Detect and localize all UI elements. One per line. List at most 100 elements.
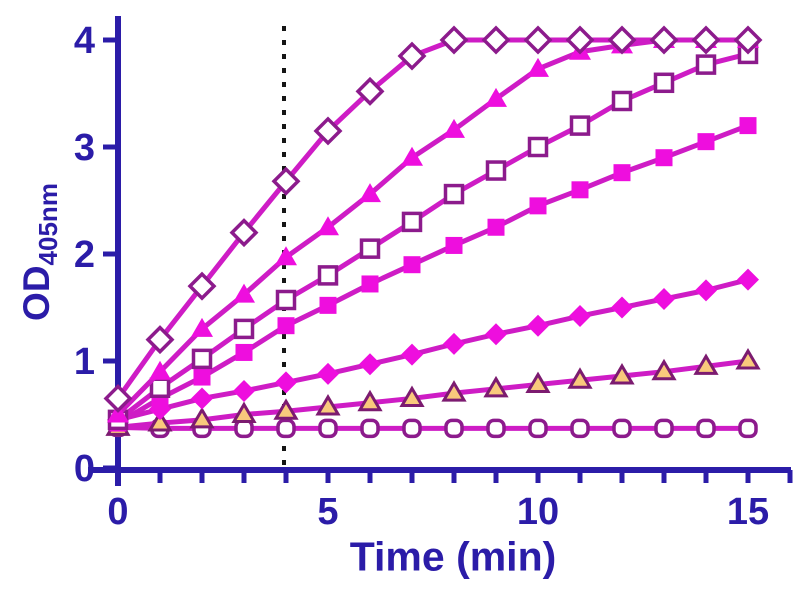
- y-axis-title-subscript: 405nm: [33, 183, 64, 266]
- y-tick-label: 0: [74, 448, 95, 490]
- series-open-diamond-marker: [187, 271, 217, 301]
- series-filled-diamond-marker: [317, 362, 339, 385]
- series-open-square-marker: [611, 90, 633, 112]
- series-filled-square-marker: [487, 218, 505, 236]
- series-open-diamond-marker: [313, 116, 343, 146]
- series-open-circle-marker: [402, 418, 422, 439]
- series-filled-square-marker: [319, 296, 337, 314]
- series-open-square-marker: [401, 211, 423, 233]
- series-open-circle-marker: [276, 418, 296, 439]
- series-open-diamond-marker: [271, 166, 301, 196]
- series-open-diamond-marker: [481, 25, 511, 55]
- y-tick-label: 1: [74, 341, 95, 383]
- series-open-triangle-tan-marker: [651, 358, 677, 381]
- series-open-triangle-tan-marker: [231, 401, 257, 423]
- y-tick-label: 4: [74, 20, 95, 62]
- series-filled-square-marker: [613, 164, 631, 182]
- series-filled-diamond-marker: [359, 353, 381, 376]
- series-open-square-marker: [317, 265, 339, 286]
- y-axis-title: OD405nm: [16, 183, 64, 321]
- series-open-triangle-tan-marker: [315, 394, 341, 416]
- series-open-circle-marker: [696, 418, 716, 439]
- series-open-triangle-tan-marker: [189, 406, 215, 429]
- series-open-circle-marker: [360, 418, 380, 439]
- series-open-diamond-marker: [523, 25, 553, 55]
- series-open-triangle-tan-line: [117, 358, 749, 430]
- series-open-triangle-tan-marker: [147, 410, 173, 432]
- series-open-square-marker: [443, 183, 465, 205]
- series-open-square-marker: [653, 72, 675, 94]
- series-open-square-marker: [233, 318, 255, 340]
- series-filled-square-line: [116, 123, 749, 426]
- series-open-diamond-marker: [565, 25, 595, 55]
- series-filled-square-marker: [277, 317, 295, 335]
- series-open-triangle-tan-marker: [483, 375, 509, 398]
- series-filled-square-marker: [193, 368, 211, 386]
- series-open-triangle-tan-marker: [735, 348, 761, 370]
- series-filled-diamond-marker: [275, 371, 297, 394]
- series-open-square-marker: [149, 377, 171, 398]
- series-filled-square-marker: [235, 343, 253, 361]
- x-axis-title: Time (min): [349, 533, 557, 580]
- series-open-triangle-tan-marker: [567, 367, 593, 389]
- series-open-diamond-marker: [355, 76, 385, 106]
- series-open-triangle-tan-marker: [273, 398, 299, 420]
- series-filled-triangle-marker: [443, 118, 465, 138]
- series-filled-triangle-marker: [275, 246, 297, 266]
- series-filled-triangle-marker: [191, 317, 213, 337]
- series-filled-triangle-marker: [401, 146, 423, 166]
- series-open-square-marker: [485, 160, 507, 181]
- x-tick-label: 15: [727, 491, 769, 533]
- series-filled-triangle-line: [116, 37, 748, 417]
- series-open-square-marker: [527, 136, 549, 158]
- series-filled-square-marker: [739, 117, 757, 135]
- series-filled-square-marker: [403, 256, 421, 274]
- series-filled-square-marker: [655, 149, 673, 167]
- series-open-circle-marker: [486, 418, 506, 439]
- y-tick-label: 2: [74, 234, 95, 276]
- series-filled-triangle-marker: [149, 360, 171, 380]
- series-filled-triangle-marker: [317, 216, 339, 236]
- series-open-diamond-marker: [229, 218, 259, 248]
- series-open-circle-marker: [318, 418, 338, 439]
- series-filled-diamond-marker: [191, 387, 213, 410]
- x-tick-label: 10: [517, 491, 559, 533]
- series-open-square-marker: [275, 289, 297, 311]
- series-open-circle-line: [117, 424, 748, 431]
- series-filled-diamond-marker: [527, 314, 549, 337]
- series-open-diamond-marker: [397, 41, 427, 71]
- series-open-square-marker: [569, 115, 591, 136]
- series-filled-square-marker: [697, 133, 715, 151]
- series-filled-diamond-marker: [695, 279, 717, 302]
- series-open-square-marker: [695, 54, 717, 75]
- series-filled-square-marker: [445, 236, 463, 254]
- series-open-diamond-marker: [439, 25, 469, 55]
- series-open-diamond-marker: [145, 325, 175, 355]
- series-open-circle-marker: [444, 418, 464, 439]
- series-filled-diamond-marker: [611, 296, 633, 319]
- series-open-square-line: [116, 51, 749, 422]
- series-open-circle-marker: [612, 418, 632, 439]
- series-open-circle-marker: [570, 418, 590, 439]
- series-open-circle-marker: [654, 418, 674, 439]
- series-open-circle-marker: [528, 418, 548, 439]
- series-filled-triangle-marker: [233, 283, 255, 303]
- series-filled-triangle-marker: [359, 183, 381, 203]
- series-open-diamond-marker: [649, 25, 679, 55]
- series-open-triangle-tan-marker: [693, 353, 719, 375]
- y-axis-title-main: OD: [15, 265, 57, 321]
- series-filled-diamond-marker: [233, 379, 255, 402]
- series-open-triangle-tan-marker: [609, 363, 635, 385]
- series-filled-diamond-marker: [443, 332, 465, 355]
- series-open-square-marker: [191, 348, 213, 370]
- series-filled-triangle-marker: [527, 57, 549, 77]
- series-open-diamond-line: [115, 37, 748, 400]
- series-filled-square-marker: [361, 275, 379, 293]
- series-open-diamond-marker: [733, 25, 763, 55]
- x-tick-label: 5: [317, 491, 338, 533]
- series-open-square-marker: [359, 238, 381, 259]
- series-filled-diamond-marker: [653, 287, 675, 310]
- x-tick-label: 0: [107, 491, 128, 533]
- series-open-circle-marker: [738, 418, 758, 439]
